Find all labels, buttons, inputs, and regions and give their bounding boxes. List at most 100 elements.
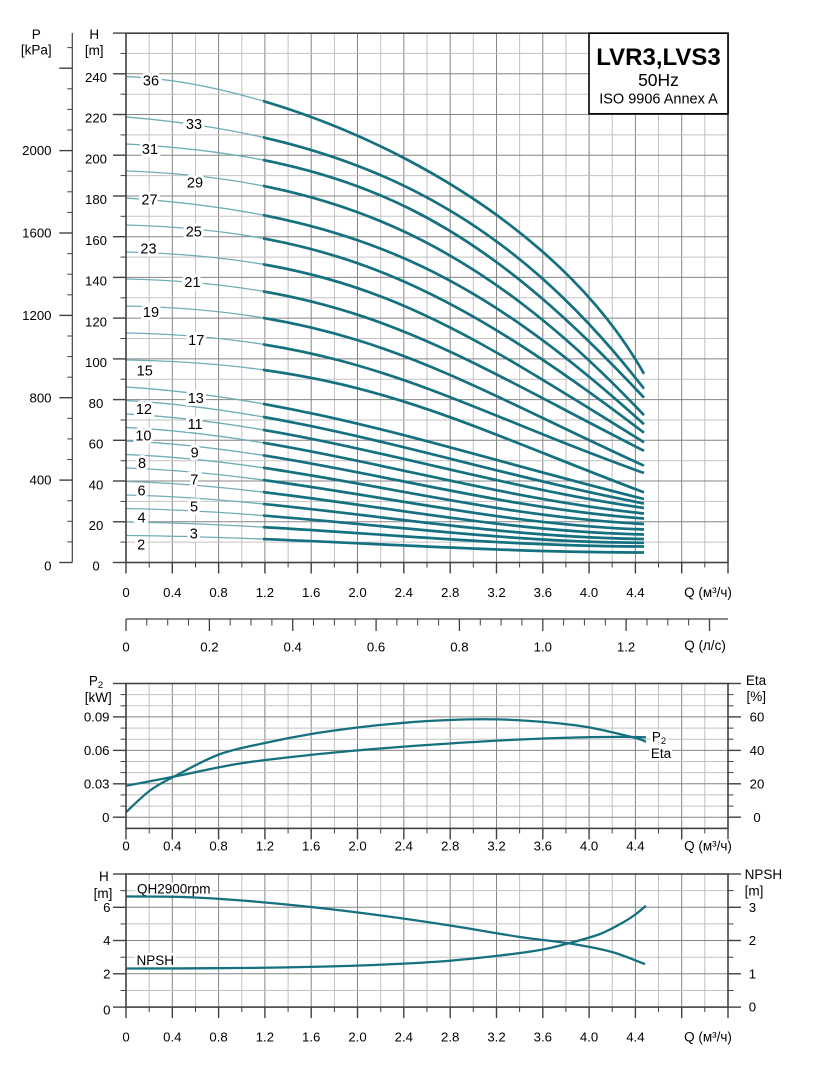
svg-text:0.8: 0.8	[209, 839, 227, 854]
svg-text:29: 29	[187, 175, 203, 191]
svg-text:0.8: 0.8	[209, 1030, 227, 1045]
svg-text:2.4: 2.4	[395, 1030, 413, 1045]
svg-text:220: 220	[85, 111, 107, 126]
svg-text:3.2: 3.2	[487, 585, 505, 600]
svg-text:3.2: 3.2	[487, 839, 505, 854]
svg-text:33: 33	[186, 117, 202, 133]
svg-text:3.6: 3.6	[534, 839, 552, 854]
svg-text:10: 10	[135, 428, 151, 444]
svg-text:9: 9	[191, 445, 199, 461]
svg-text:12: 12	[136, 402, 152, 418]
svg-text:9: 9	[191, 445, 199, 461]
svg-text:4: 4	[137, 511, 145, 527]
svg-text:Eta: Eta	[746, 673, 767, 688]
svg-text:6: 6	[137, 483, 145, 499]
svg-text:NPSH: NPSH	[137, 953, 175, 968]
svg-text:27: 27	[141, 192, 157, 208]
svg-text:0.06: 0.06	[84, 743, 110, 758]
svg-text:1: 1	[749, 966, 756, 981]
svg-text:11: 11	[188, 417, 203, 433]
svg-text:LVR3,LVS3: LVR3,LVS3	[596, 44, 720, 71]
svg-text:0: 0	[753, 810, 760, 825]
svg-text:5: 5	[190, 500, 198, 516]
svg-text:2.8: 2.8	[441, 839, 459, 854]
svg-text:0.03: 0.03	[84, 776, 110, 791]
svg-text:17: 17	[188, 333, 204, 349]
svg-text:25: 25	[186, 224, 202, 240]
svg-text:17: 17	[188, 333, 204, 349]
svg-text:1.6: 1.6	[302, 839, 320, 854]
svg-text:12: 12	[136, 402, 152, 418]
svg-text:[kW]: [kW]	[85, 690, 112, 705]
svg-text:Eta: Eta	[651, 746, 672, 761]
svg-text:H: H	[89, 27, 99, 42]
svg-text:2.4: 2.4	[395, 839, 413, 854]
svg-text:33: 33	[186, 117, 202, 133]
svg-text:1200: 1200	[22, 308, 51, 323]
svg-text:4.4: 4.4	[626, 839, 644, 854]
svg-text:3.2: 3.2	[487, 1030, 505, 1045]
svg-text:40: 40	[750, 743, 765, 758]
svg-text:QH2900rpm: QH2900rpm	[137, 882, 211, 897]
svg-text:1.6: 1.6	[302, 1030, 320, 1045]
svg-text:2.8: 2.8	[441, 585, 459, 600]
svg-text:1.2: 1.2	[256, 839, 274, 854]
svg-text:2.0: 2.0	[348, 839, 366, 854]
svg-text:2.4: 2.4	[395, 585, 413, 600]
svg-text:31: 31	[142, 142, 158, 158]
svg-text:2: 2	[749, 933, 756, 948]
svg-text:13: 13	[188, 391, 204, 407]
svg-text:0.8: 0.8	[450, 640, 468, 655]
svg-text:0.4: 0.4	[163, 1030, 181, 1045]
svg-text:Q (л/с): Q (л/с)	[684, 638, 726, 653]
svg-text:Q (м³/ч): Q (м³/ч)	[684, 1030, 732, 1045]
svg-text:10: 10	[135, 428, 151, 444]
svg-text:11: 11	[188, 417, 203, 433]
svg-text:1.2: 1.2	[256, 585, 274, 600]
svg-text:21: 21	[184, 275, 200, 291]
svg-text:19: 19	[143, 305, 159, 321]
svg-text:160: 160	[85, 233, 107, 248]
svg-text:6: 6	[137, 483, 145, 499]
svg-text:1600: 1600	[22, 226, 51, 241]
svg-text:[m]: [m]	[94, 886, 113, 901]
svg-text:2: 2	[137, 538, 145, 554]
svg-text:50Hz: 50Hz	[638, 70, 679, 90]
svg-text:8: 8	[138, 456, 146, 472]
svg-text:60: 60	[750, 710, 765, 725]
svg-text:3: 3	[190, 527, 198, 543]
svg-text:4.0: 4.0	[580, 1030, 598, 1045]
svg-text:23: 23	[140, 242, 156, 258]
svg-text:15: 15	[137, 364, 153, 380]
svg-text:ISO 9906 Annex A: ISO 9906 Annex A	[599, 92, 718, 108]
svg-text:4: 4	[103, 933, 110, 948]
svg-text:36: 36	[143, 73, 159, 89]
svg-text:0: 0	[92, 559, 99, 574]
svg-text:3: 3	[749, 900, 756, 915]
svg-text:0.4: 0.4	[284, 640, 302, 655]
svg-text:0: 0	[122, 839, 129, 854]
svg-text:80: 80	[89, 396, 104, 411]
svg-text:800: 800	[29, 390, 51, 405]
svg-text:QH2900rpm: QH2900rpm	[137, 882, 211, 897]
svg-text:0: 0	[122, 585, 129, 600]
svg-text:[m]: [m]	[85, 43, 104, 58]
svg-text:6: 6	[103, 900, 110, 915]
svg-text:NPSH: NPSH	[137, 953, 175, 968]
svg-text:120: 120	[85, 314, 107, 329]
svg-text:0: 0	[44, 559, 51, 574]
svg-text:13: 13	[188, 391, 204, 407]
svg-text:H: H	[99, 869, 109, 884]
svg-text:3.6: 3.6	[534, 1030, 552, 1045]
svg-text:4.4: 4.4	[626, 585, 644, 600]
svg-text:0: 0	[122, 640, 129, 655]
svg-text:0.4: 0.4	[163, 839, 181, 854]
svg-text:60: 60	[89, 437, 104, 452]
svg-text:Eta: Eta	[651, 746, 672, 761]
svg-text:Q (м³/ч): Q (м³/ч)	[684, 585, 732, 600]
svg-text:23: 23	[140, 242, 156, 258]
svg-text:2: 2	[137, 538, 145, 554]
svg-text:2.0: 2.0	[348, 1030, 366, 1045]
svg-text:0.09: 0.09	[84, 710, 110, 725]
svg-text:0: 0	[102, 810, 109, 825]
